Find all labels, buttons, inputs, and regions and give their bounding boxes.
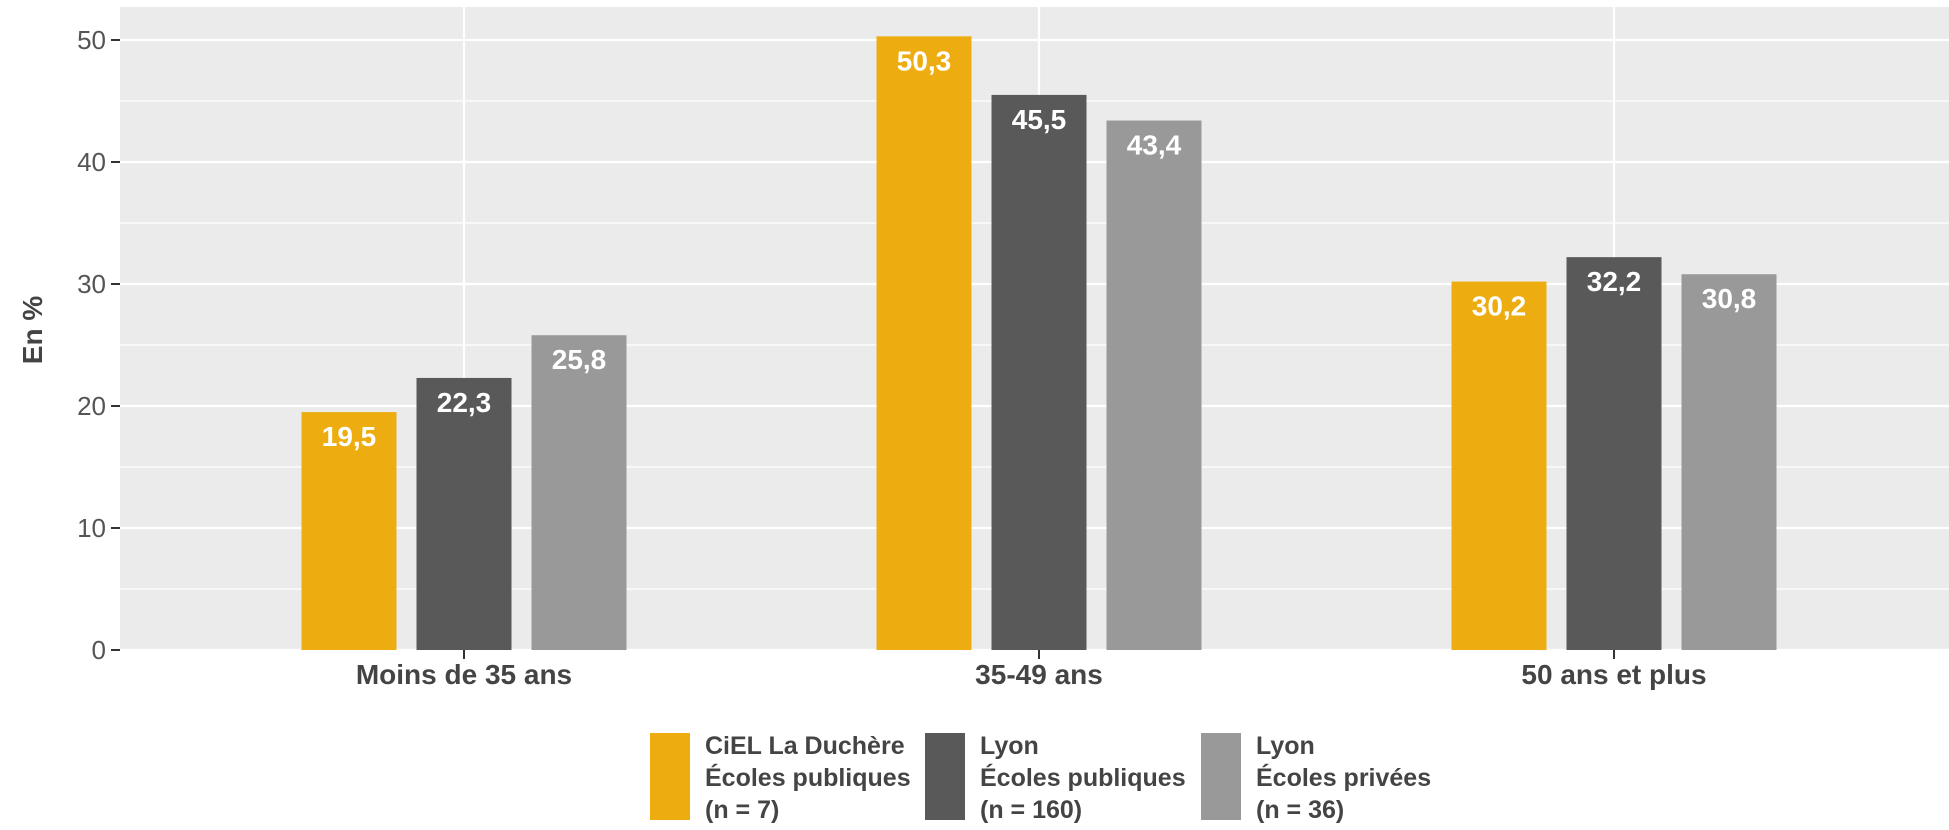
- bar: [1106, 120, 1202, 650]
- bar-value-label: 30,8: [1702, 283, 1757, 314]
- y-tick-label: 20: [77, 391, 106, 421]
- x-category-label: 35-49 ans: [975, 659, 1103, 690]
- bar-value-label: 45,5: [1012, 104, 1067, 135]
- bar-value-label: 22,3: [437, 387, 492, 418]
- legend-label: Lyon: [980, 732, 1039, 760]
- bar-value-label: 19,5: [322, 421, 377, 452]
- y-axis-label: En %: [17, 296, 48, 365]
- y-tick-label: 0: [92, 635, 106, 665]
- x-category-label: Moins de 35 ans: [356, 659, 572, 690]
- y-axis: 0 10 20 30 40 50: [77, 25, 120, 665]
- x-category-label: 50 ans et plus: [1521, 659, 1706, 690]
- legend-label: Écoles privées: [1256, 763, 1431, 792]
- bar-value-label: 43,4: [1127, 130, 1182, 161]
- legend-label: Écoles publiques: [705, 763, 911, 792]
- bar: [416, 377, 512, 650]
- y-tick-label: 10: [77, 513, 106, 543]
- bar-value-label: 25,8: [552, 344, 607, 375]
- legend-item: Lyon Écoles publiques (n = 160): [925, 732, 1186, 824]
- legend-swatch: [925, 733, 965, 820]
- bar-value-label: 32,2: [1587, 266, 1642, 297]
- legend-label: (n = 36): [1256, 796, 1344, 824]
- legend-label: (n = 7): [705, 796, 779, 824]
- legend-swatch: [650, 733, 690, 820]
- bar: [1681, 274, 1777, 650]
- x-axis: Moins de 35 ans 35-49 ans 50 ans et plus: [356, 650, 1707, 690]
- bar: [991, 94, 1087, 650]
- y-tick-label: 50: [77, 25, 106, 55]
- bar: [876, 36, 972, 650]
- bar: [301, 412, 397, 650]
- bar-value-label: 30,2: [1472, 291, 1527, 322]
- legend-label: Lyon: [1256, 732, 1315, 760]
- bar: [531, 335, 627, 650]
- legend-item: Lyon Écoles privées (n = 36): [1201, 732, 1431, 824]
- bar: [1451, 281, 1547, 650]
- legend-label: (n = 160): [980, 796, 1082, 824]
- legend-item: CiEL La Duchère Écoles publiques (n = 7): [650, 732, 911, 824]
- bar-value-label: 50,3: [897, 45, 952, 76]
- bar: [1566, 257, 1662, 650]
- y-tick-label: 30: [77, 269, 106, 299]
- legend: CiEL La Duchère Écoles publiques (n = 7) Ly…: [650, 732, 1431, 824]
- bars: [301, 36, 1777, 650]
- legend-swatch: [1201, 733, 1241, 820]
- value-labels: 19,5 50,3 30,2 22,3 45,5 32,2 25,8 43,4 30,8: [322, 45, 1757, 452]
- y-tick-label: 40: [77, 147, 106, 177]
- legend-label: CiEL La Duchère: [705, 732, 905, 760]
- legend-label: Écoles publiques: [980, 763, 1186, 792]
